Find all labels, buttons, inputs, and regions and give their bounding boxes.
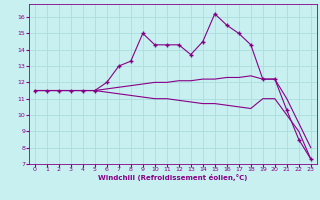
X-axis label: Windchill (Refroidissement éolien,°C): Windchill (Refroidissement éolien,°C)	[98, 174, 247, 181]
